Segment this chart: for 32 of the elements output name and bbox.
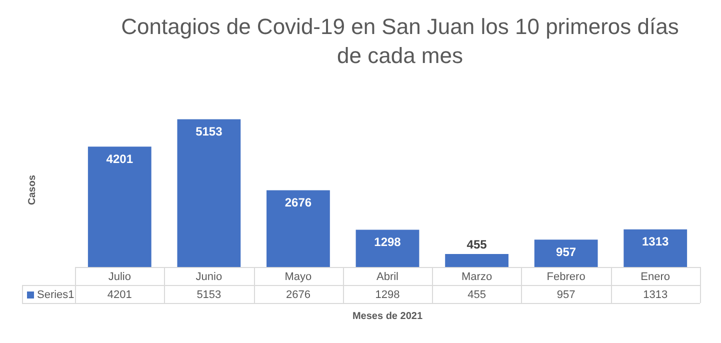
x-tick-label: Mayo (284, 271, 312, 284)
bar (445, 254, 508, 267)
x-tick-label: Febrero (546, 271, 586, 284)
x-tick-label: Marzo (462, 271, 492, 284)
text: 2676 (286, 289, 310, 302)
data-label: 2676 (284, 196, 312, 210)
data-label: 1298 (374, 235, 402, 250)
text: 4201 (107, 289, 132, 302)
data-label: 1313 (642, 234, 670, 249)
data-label: 5153 (196, 124, 223, 139)
text: 957 (556, 289, 576, 302)
x-tick-label: Julio (108, 271, 131, 284)
x-tick-label: Abril (376, 271, 399, 284)
text: 5153 (196, 289, 222, 302)
bar (88, 146, 152, 267)
bar (266, 190, 330, 267)
text: 455 (468, 289, 486, 302)
data-label: 957 (556, 244, 576, 259)
bar (177, 119, 241, 267)
y-axis-title: Casos (26, 174, 38, 206)
bar (624, 229, 688, 267)
chart-title: Contagios de Covid-19 en San Juan los 10 primeros días de cada mes (121, 14, 679, 68)
bar (534, 240, 598, 267)
x-tick-label: Enero (640, 271, 670, 284)
x-tick-label: Junio (196, 271, 222, 284)
text: 1313 (643, 289, 668, 302)
legend-label: Series1 (37, 289, 74, 302)
data-label: 4201 (106, 152, 134, 166)
x-axis-title: Meses de 2021 (352, 310, 423, 322)
data-label: 455 (466, 237, 488, 252)
bar (356, 230, 420, 267)
text: 1298 (375, 289, 400, 302)
